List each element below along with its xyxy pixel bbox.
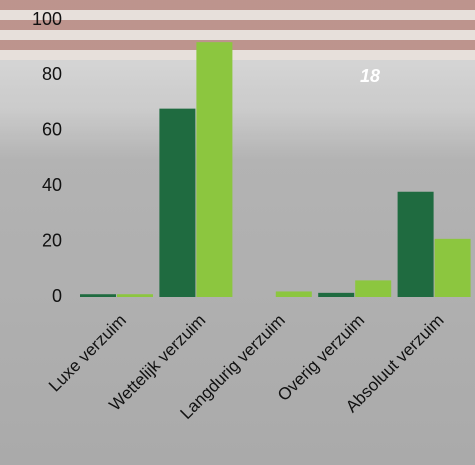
y-tick-label: 80 <box>42 64 62 84</box>
annotation: 18 <box>360 66 380 86</box>
bar <box>159 108 196 297</box>
bar <box>397 191 434 297</box>
bar <box>318 292 355 297</box>
y-tick-label: 40 <box>42 175 62 195</box>
bar <box>434 238 471 297</box>
y-tick-label: 60 <box>42 120 62 140</box>
y-tick-label: 20 <box>42 230 62 250</box>
bar <box>355 280 392 297</box>
bar <box>196 42 233 297</box>
bar <box>80 294 116 297</box>
bar <box>117 294 153 297</box>
y-tick-label: 0 <box>52 286 62 306</box>
y-tick-label: 100 <box>32 9 62 29</box>
bar <box>275 291 312 297</box>
